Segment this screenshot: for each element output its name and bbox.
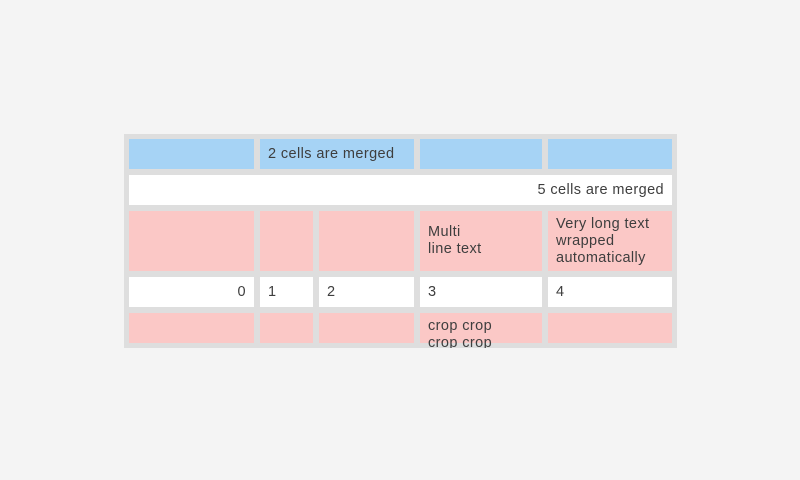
cell-r3c1[interactable] <box>129 211 254 271</box>
cell-r3c5-wrapped[interactable]: Very long text wrapped automatically <box>548 211 672 271</box>
cell-r3c3[interactable] <box>319 211 414 271</box>
table-grid: 2 cells are merged 5 cells are merged Mu… <box>129 139 672 348</box>
cell-r5c4-cropped[interactable]: crop crop crop crop <box>420 313 542 348</box>
cell-r4c4[interactable]: 3 <box>420 277 542 307</box>
cropped-text: crop crop crop crop <box>428 318 493 348</box>
cell-r4c3[interactable]: 2 <box>319 277 414 307</box>
cell-r5c3[interactable] <box>319 313 414 343</box>
cell-r5c2[interactable] <box>260 313 313 343</box>
cell-r5c5[interactable] <box>548 313 672 343</box>
cell-r3c2[interactable] <box>260 211 313 271</box>
cell-r4c1[interactable]: 0 <box>129 277 254 307</box>
cell-r2-merged[interactable]: 5 cells are merged <box>129 175 672 205</box>
table-widget: 2 cells are merged 5 cells are merged Mu… <box>124 134 677 348</box>
cell-r1c1[interactable] <box>129 139 254 169</box>
cell-r1c2-merged[interactable]: 2 cells are merged <box>260 139 414 169</box>
cell-r4c5[interactable]: 4 <box>548 277 672 307</box>
cell-r3c4-multiline[interactable]: Multi line text <box>420 211 542 271</box>
cell-r1c5[interactable] <box>548 139 672 169</box>
cell-r1c4[interactable] <box>420 139 542 169</box>
cell-r4c2[interactable]: 1 <box>260 277 313 307</box>
cell-r5c1[interactable] <box>129 313 254 343</box>
